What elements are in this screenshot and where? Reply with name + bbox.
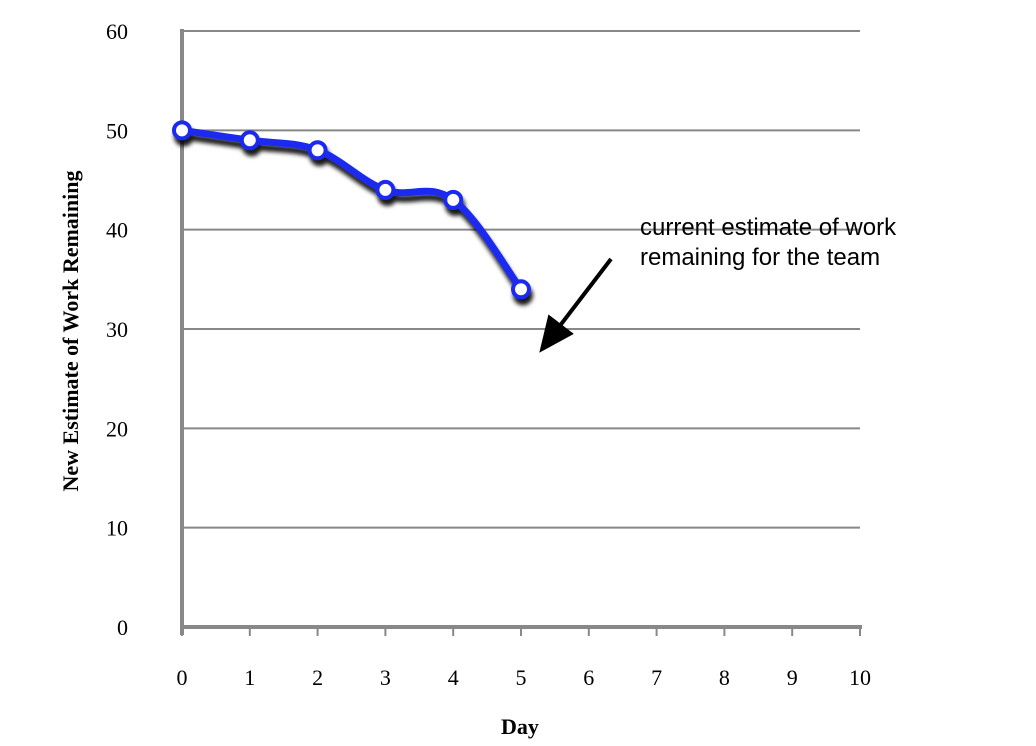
series-group xyxy=(172,120,531,300)
data-point-4 xyxy=(443,189,464,210)
y-tick-label-10: 10 xyxy=(106,516,128,541)
series-0 xyxy=(172,120,531,300)
y-tick-labels: 0 10 20 30 40 50 60 xyxy=(106,19,128,640)
y-tick-label-20: 20 xyxy=(106,416,128,441)
data-point-5 xyxy=(511,279,531,300)
y-axis-title: New Estimate of Work Remaining xyxy=(58,170,83,491)
x-tick-label-10: 10 xyxy=(849,665,871,690)
x-tick-label-3: 3 xyxy=(380,665,391,690)
annotation-arrow xyxy=(539,257,613,353)
y-tick-label-30: 30 xyxy=(106,317,128,342)
y-tick-label-60: 60 xyxy=(106,19,128,44)
y-tick-label-40: 40 xyxy=(106,218,128,243)
x-tick-label-6: 6 xyxy=(583,665,594,690)
y-tick-label-50: 50 xyxy=(106,118,128,143)
data-point-1 xyxy=(239,130,260,151)
x-tick-label-8: 8 xyxy=(719,665,730,690)
x-axis-title: Day xyxy=(501,714,539,739)
series-line-0 xyxy=(178,126,525,293)
annotation-line-1: current estimate of work xyxy=(640,214,897,241)
annotation-line-2: remaining for the team xyxy=(640,244,880,271)
data-point-2 xyxy=(307,140,328,161)
x-tick-label-2: 2 xyxy=(312,665,323,690)
y-tick-label-0: 0 xyxy=(117,615,128,640)
x-tick-label-0: 0 xyxy=(177,665,188,690)
axes xyxy=(180,29,862,636)
gridlines xyxy=(182,30,860,529)
x-tick-label-4: 4 xyxy=(448,665,459,690)
x-tick-label-9: 9 xyxy=(787,665,798,690)
x-tick-labels: 0 1 2 3 4 5 6 7 8 9 10 xyxy=(177,665,872,690)
data-point-0 xyxy=(172,120,192,141)
data-point-3 xyxy=(375,179,396,200)
x-tick-label-7: 7 xyxy=(651,665,662,690)
annotation: current estimate of work remaining for t… xyxy=(539,214,897,353)
x-tick-label-1: 1 xyxy=(244,665,255,690)
x-tick-label-5: 5 xyxy=(516,665,527,690)
